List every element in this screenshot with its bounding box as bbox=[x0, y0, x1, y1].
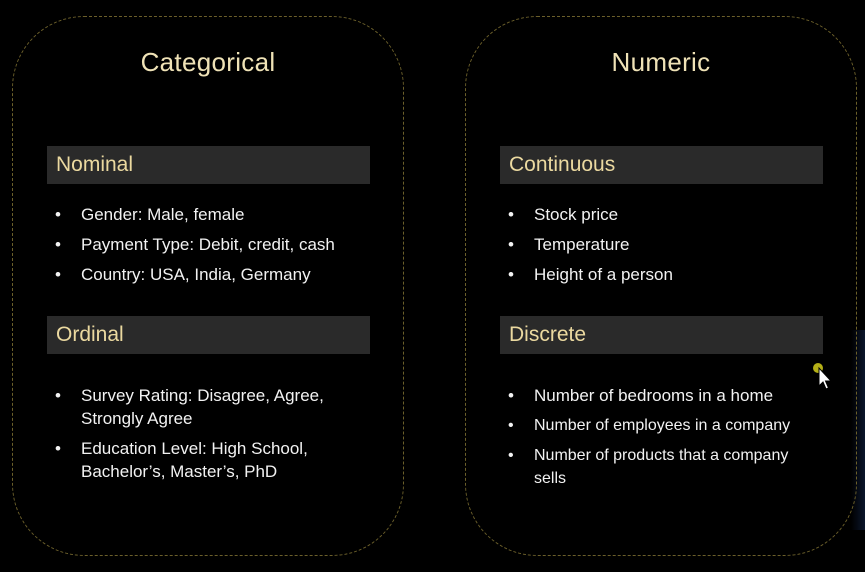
list-item: • Number of products that a company sells bbox=[500, 444, 800, 490]
list-item: • Stock price bbox=[500, 203, 830, 226]
bullet-icon: • bbox=[508, 205, 514, 224]
nominal-header: Nominal bbox=[47, 146, 370, 184]
ordinal-header: Ordinal bbox=[47, 316, 370, 354]
list-item-text: Height of a person bbox=[534, 265, 673, 284]
list-item-text: Number of products that a company sells bbox=[534, 447, 789, 487]
bullet-icon: • bbox=[55, 205, 61, 224]
numeric-title: Numeric bbox=[611, 47, 711, 77]
bullet-icon: • bbox=[508, 265, 514, 284]
mouse-pointer-icon bbox=[813, 363, 832, 390]
list-item: • Education Level: High School, Bachelor’… bbox=[47, 437, 357, 483]
list-item: • Survey Rating: Disagree, Agree, Strongl… bbox=[47, 384, 357, 430]
categorical-panel: Categorical Nominal • Gender: Male, femal… bbox=[12, 16, 404, 556]
categorical-title: Categorical bbox=[140, 47, 276, 77]
edge-glow bbox=[851, 330, 865, 530]
list-item-text: Payment Type: Debit, credit, cash bbox=[81, 235, 335, 254]
bullet-icon: • bbox=[55, 265, 61, 284]
list-item-text: Temperature bbox=[534, 235, 630, 254]
list-item-text: Number of bedrooms in a home bbox=[534, 386, 774, 405]
ordinal-list: • Survey Rating: Disagree, Agree, Strongl… bbox=[47, 384, 357, 490]
list-item-text: Stock price bbox=[534, 205, 619, 224]
nominal-list: • Gender: Male, female • Payment Type: Deb… bbox=[47, 203, 377, 293]
list-item-text: Education Level: High School, Bachelor’s… bbox=[81, 439, 308, 481]
list-item-text: Gender: Male, female bbox=[81, 205, 245, 224]
list-item: • Number of employees in a company bbox=[500, 414, 800, 437]
list-item-text: Survey Rating: Disagree, Agree, Strongly… bbox=[81, 386, 324, 428]
list-item: • Payment Type: Debit, credit, cash bbox=[47, 233, 377, 256]
list-item-text: Country: USA, India, Germany bbox=[81, 265, 311, 284]
numeric-panel: Numeric Continuous • Stock price • Tempera… bbox=[465, 16, 857, 556]
bullet-icon: • bbox=[55, 386, 61, 405]
bullet-icon: • bbox=[508, 386, 514, 405]
bullet-icon: • bbox=[55, 235, 61, 254]
bullet-icon: • bbox=[55, 439, 61, 458]
list-item: • Temperature bbox=[500, 233, 830, 256]
list-item: • Gender: Male, female bbox=[47, 203, 377, 226]
list-item: • Country: USA, India, Germany bbox=[47, 263, 377, 286]
discrete-list: • Number of bedrooms in a home • Number of… bbox=[500, 384, 800, 497]
continuous-header: Continuous bbox=[500, 146, 823, 184]
list-item-text: Number of employees in a company bbox=[534, 417, 791, 434]
bullet-icon: • bbox=[508, 235, 514, 254]
bullet-icon: • bbox=[508, 447, 514, 464]
list-item: • Number of bedrooms in a home bbox=[500, 384, 800, 407]
bullet-icon: • bbox=[508, 417, 514, 434]
continuous-list: • Stock price • Temperature • Height of a p… bbox=[500, 203, 830, 293]
list-item: • Height of a person bbox=[500, 263, 830, 286]
discrete-header: Discrete bbox=[500, 316, 823, 354]
